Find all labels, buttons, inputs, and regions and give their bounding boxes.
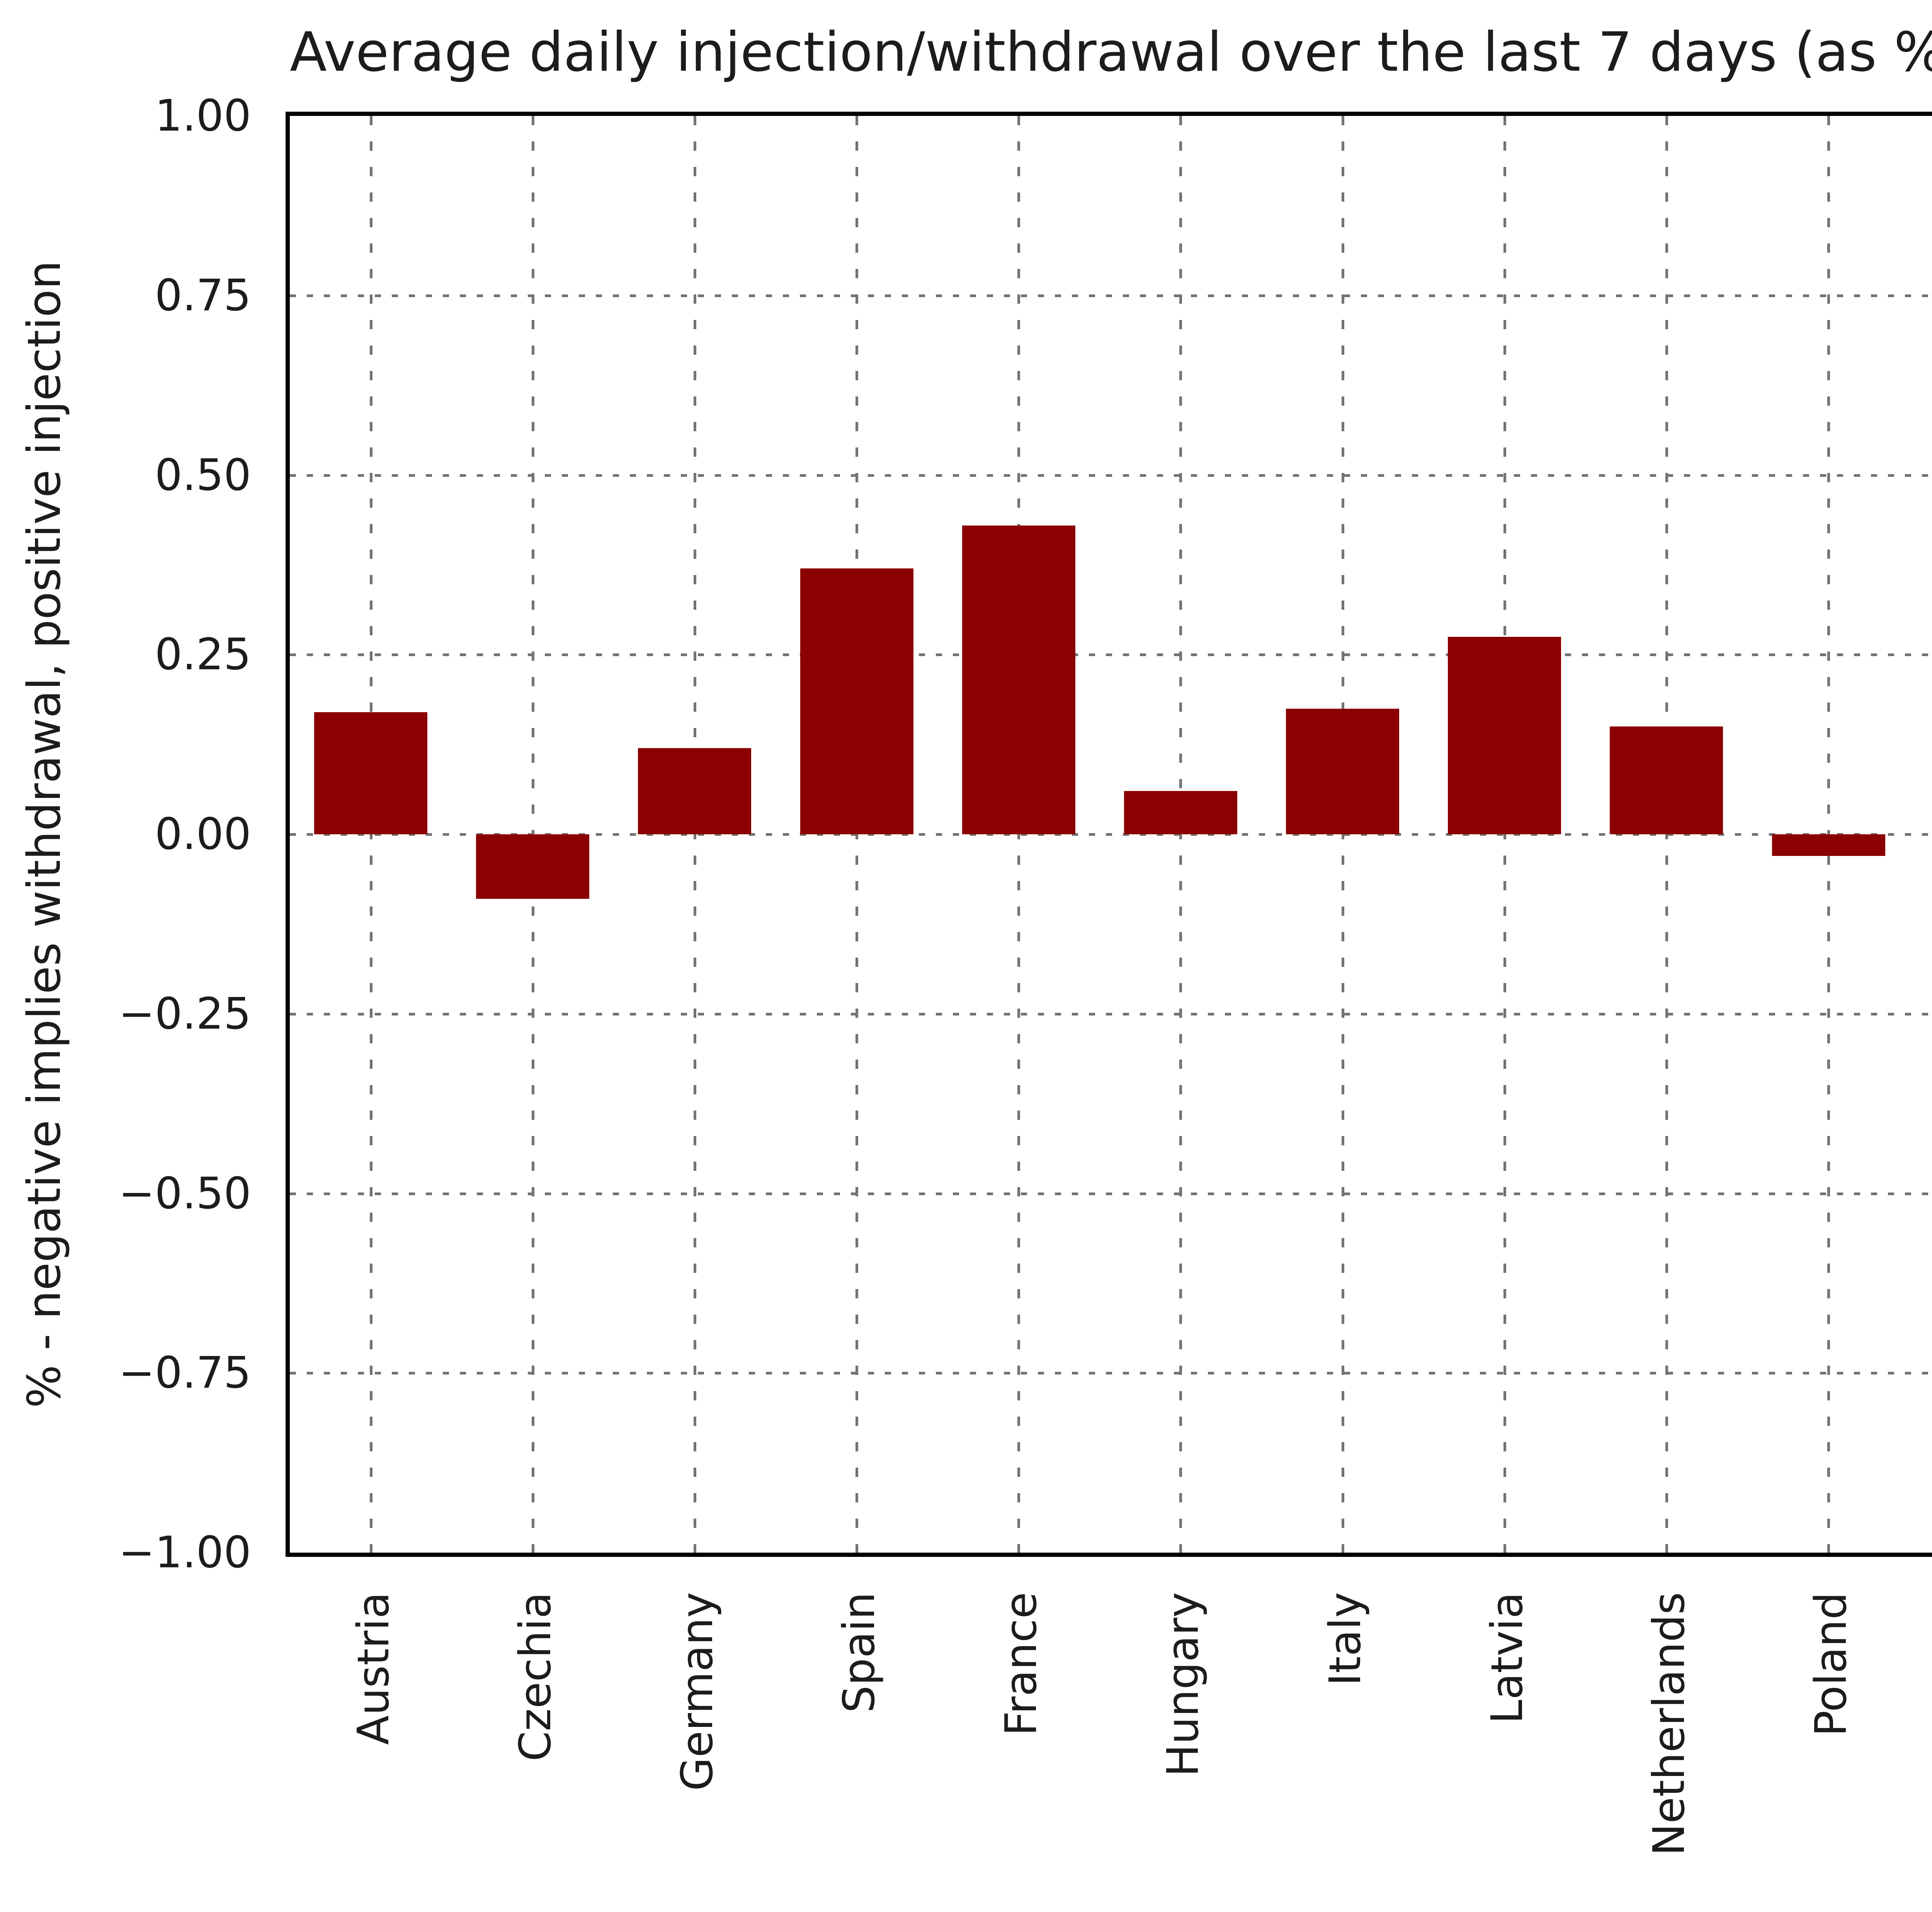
y-tick-label: 0.25 — [155, 629, 251, 680]
plot-area — [286, 112, 1932, 1557]
y-tick-label: 1.00 — [155, 91, 251, 141]
y-tick-label: 0.50 — [155, 450, 251, 500]
y-tick-label: −1.00 — [118, 1528, 251, 1578]
y-tick-label: −0.75 — [118, 1348, 251, 1398]
gridline-horizontal — [290, 1372, 1932, 1374]
x-tick-label-germany: Germany — [672, 1592, 723, 1791]
gridline-horizontal — [290, 653, 1932, 656]
x-tick-label-poland: Poland — [1806, 1592, 1856, 1737]
gridline-vertical — [1179, 116, 1182, 1553]
bar-czechia — [476, 834, 589, 899]
y-axis-label: % - negative implies withdrawal, positiv… — [17, 260, 71, 1408]
x-tick-label-spain: Spain — [834, 1592, 884, 1713]
bar-france — [962, 526, 1075, 834]
bar-spain — [800, 568, 913, 834]
gridline-vertical — [1017, 116, 1020, 1553]
x-tick-label-italy: Italy — [1320, 1592, 1371, 1686]
y-tick-label: −0.25 — [118, 989, 251, 1039]
x-tick-label-austria: Austria — [349, 1592, 399, 1745]
x-tick-label-hungary: Hungary — [1158, 1592, 1208, 1777]
gridline-vertical — [1665, 116, 1668, 1553]
gridline-horizontal — [290, 294, 1932, 297]
gridline-vertical — [855, 116, 858, 1553]
bar-netherlands — [1610, 726, 1723, 834]
x-tick-label-france: France — [996, 1592, 1046, 1736]
x-tick-label-czechia: Czechia — [510, 1592, 561, 1762]
y-tick-label: −0.50 — [118, 1169, 251, 1219]
gridline-horizontal — [290, 1192, 1932, 1195]
gridline-horizontal — [290, 1013, 1932, 1016]
bar-latvia — [1448, 637, 1561, 834]
bar-hungary — [1124, 791, 1237, 834]
x-tick-label-netherlands: Netherlands — [1644, 1592, 1694, 1856]
gridline-vertical — [1503, 116, 1506, 1553]
bar-italy — [1286, 709, 1399, 834]
gridline-horizontal — [290, 833, 1932, 836]
y-tick-label: 0.75 — [155, 270, 251, 321]
bar-poland — [1772, 834, 1885, 856]
x-tick-label-latvia: Latvia — [1482, 1592, 1532, 1724]
bar-germany — [638, 748, 751, 834]
chart-title: Average daily injection/withdrawal over … — [290, 21, 1932, 84]
gridline-vertical — [370, 116, 372, 1553]
y-tick-label: 0.00 — [155, 809, 251, 859]
bar-austria — [314, 712, 427, 834]
gridline-vertical — [1342, 116, 1344, 1553]
gridline-vertical — [694, 116, 696, 1553]
gridline-horizontal — [290, 474, 1932, 477]
